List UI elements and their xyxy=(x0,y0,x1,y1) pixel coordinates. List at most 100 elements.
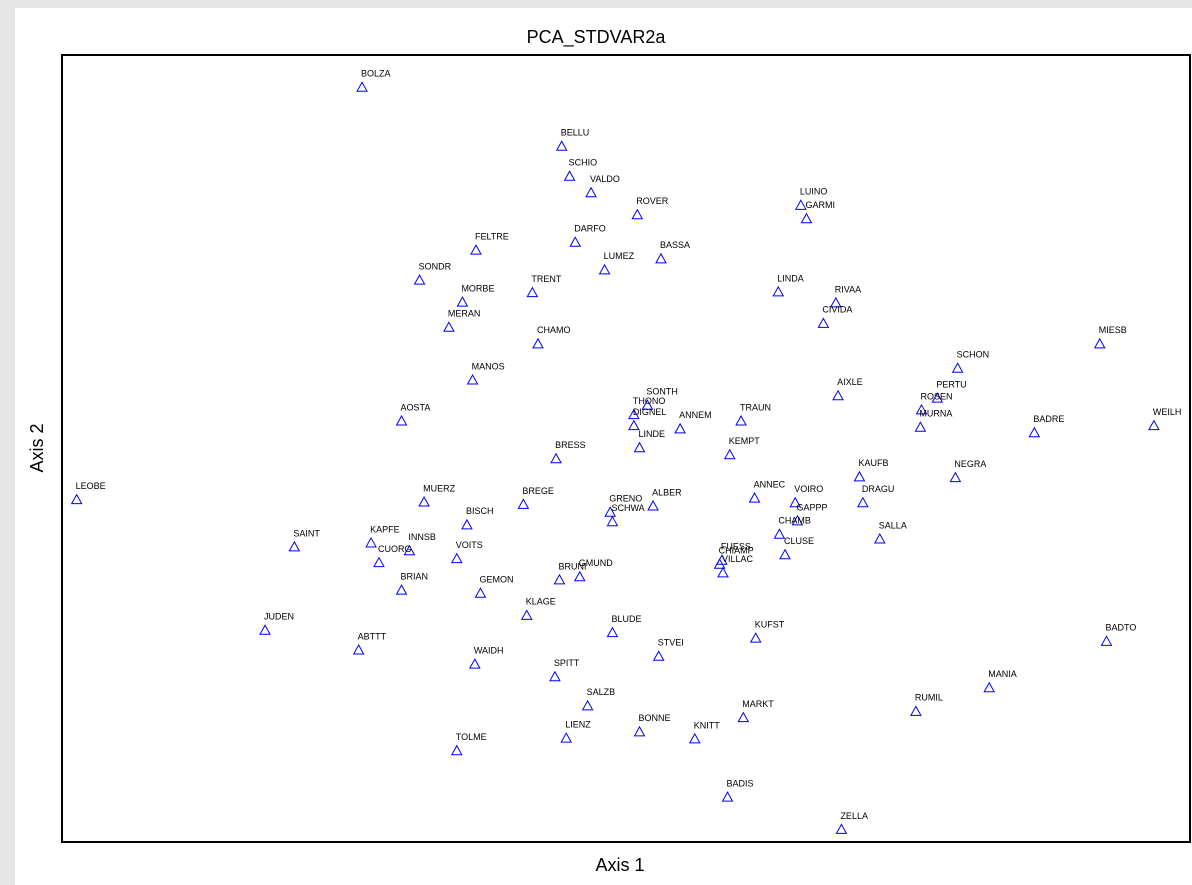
point-label: FUESS xyxy=(721,542,751,552)
point-label: CHAMO xyxy=(537,325,571,335)
point-label: BRUNI xyxy=(558,561,586,571)
point-label: NEGRA xyxy=(954,459,986,469)
point-label: TRAUN xyxy=(740,402,771,412)
point xyxy=(949,471,962,483)
point xyxy=(1100,635,1113,646)
point xyxy=(466,374,479,385)
point-label: BRESS xyxy=(555,440,586,450)
point xyxy=(569,236,582,247)
point-label: MERAN xyxy=(448,309,481,319)
point xyxy=(853,470,866,482)
point-label: SALLA xyxy=(879,520,907,530)
point-label: RUMIL xyxy=(915,693,943,703)
point xyxy=(641,399,654,410)
point xyxy=(604,506,617,517)
point-label: RIVAA xyxy=(835,284,861,294)
point-label: LUMEZ xyxy=(604,251,635,261)
point xyxy=(555,140,568,151)
point xyxy=(772,285,785,297)
point xyxy=(468,658,481,669)
point-label: BASSA xyxy=(660,240,690,250)
point-label: SAINT xyxy=(293,528,320,538)
point-label: LUINO xyxy=(800,187,828,197)
point xyxy=(520,609,533,620)
point-label: BOLZA xyxy=(361,69,391,79)
point-label: BREGE xyxy=(522,486,554,496)
point xyxy=(403,544,416,556)
point-label: JUDEN xyxy=(264,612,294,622)
point-label: TRENT xyxy=(531,274,561,284)
point xyxy=(789,496,802,508)
point xyxy=(721,791,734,802)
point xyxy=(573,570,586,582)
point-label: MUERZ xyxy=(423,483,455,493)
point-label: SALZB xyxy=(587,687,616,697)
point xyxy=(873,532,886,544)
point-label: VILLAC xyxy=(722,554,754,564)
point xyxy=(910,705,922,716)
point-label: AIXLE xyxy=(837,377,863,387)
point-label: MANOS xyxy=(472,361,505,371)
x-axis-label: Axis 1 xyxy=(595,855,644,875)
point-label: KAPFE xyxy=(370,524,400,534)
point xyxy=(259,624,271,635)
point-label: ANNEC xyxy=(754,479,786,489)
point-label: GARMI xyxy=(805,200,835,210)
point-label: KLAGE xyxy=(526,597,556,607)
point-label: BONNE xyxy=(639,713,671,723)
point-label: GAPPP xyxy=(796,502,827,512)
point xyxy=(951,362,964,373)
point-label: KUFST xyxy=(755,620,785,630)
point xyxy=(633,441,646,453)
point-label: SPITT xyxy=(554,658,580,668)
point-label: BELLU xyxy=(561,128,590,138)
point-label: BRIAN xyxy=(401,572,429,582)
point-label: GRENO xyxy=(609,494,642,504)
point xyxy=(749,632,762,643)
point xyxy=(450,552,463,564)
point xyxy=(1093,337,1106,349)
point-label: DRAGU xyxy=(862,484,895,494)
point-label: BADTO xyxy=(1106,623,1137,633)
point xyxy=(395,584,408,595)
point xyxy=(829,296,842,308)
point xyxy=(553,573,566,585)
point xyxy=(717,566,729,578)
point xyxy=(413,274,426,285)
point xyxy=(832,389,844,401)
point-label: MARKT xyxy=(742,699,774,709)
point xyxy=(931,392,944,403)
point xyxy=(857,496,869,508)
point xyxy=(549,670,561,682)
point-label: MANIA xyxy=(988,669,1017,679)
point-label: LINDE xyxy=(639,429,666,439)
point xyxy=(356,81,368,92)
point xyxy=(606,515,619,527)
point xyxy=(581,699,594,711)
point-label: BADIS xyxy=(727,779,754,789)
point xyxy=(456,296,469,307)
point xyxy=(474,587,487,598)
point xyxy=(655,252,667,264)
point xyxy=(517,498,530,509)
point xyxy=(598,263,611,275)
point-label: WAIDH xyxy=(474,646,504,656)
point-label: AOSTA xyxy=(401,402,431,412)
point-label: MURNA xyxy=(919,409,952,419)
y-axis-label: Axis 2 xyxy=(27,423,47,472)
point xyxy=(983,681,996,693)
plot-frame xyxy=(61,54,1191,843)
point-label: CHIAMP xyxy=(719,546,754,556)
point xyxy=(365,536,377,548)
point-label: LIENZ xyxy=(565,719,591,729)
point-label: FELTRE xyxy=(475,232,509,242)
point xyxy=(560,732,573,743)
point xyxy=(835,823,848,834)
point xyxy=(688,732,701,744)
point xyxy=(288,540,301,552)
point-label: KEMPT xyxy=(729,436,761,446)
point xyxy=(461,518,473,530)
point xyxy=(915,403,928,415)
point-label: SONDR xyxy=(419,261,452,271)
